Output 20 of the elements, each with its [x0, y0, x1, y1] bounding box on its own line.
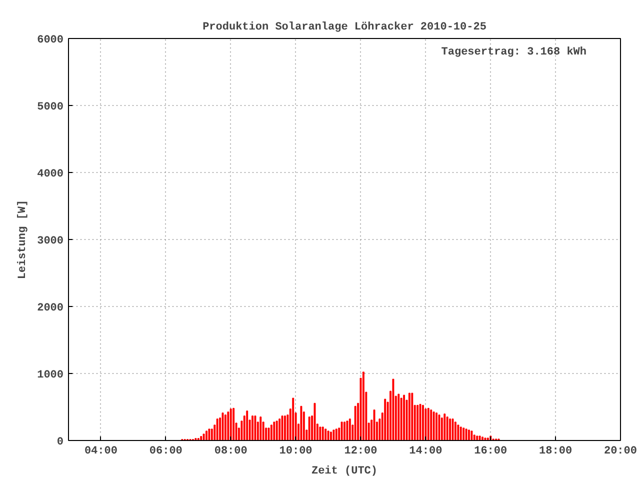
x-tick-label: 06:00	[149, 446, 182, 458]
x-tick-label: 08:00	[214, 446, 248, 458]
y-tick-label: 2000	[37, 302, 64, 314]
y-tick-label: 6000	[37, 34, 64, 46]
y-tick-label: 4000	[37, 168, 64, 180]
x-tick-label: 10:00	[279, 446, 312, 458]
y-tick-label: 3000	[37, 236, 64, 248]
x-tick-label: 12:00	[344, 446, 378, 458]
x-tick-label: 04:00	[84, 446, 118, 458]
chart-title: Produktion Solaranlage Löhracker 2010-10-25	[202, 22, 487, 34]
x-tick-label: 18:00	[539, 446, 572, 458]
x-axis-title: Zeit (UTC)	[311, 466, 378, 478]
y-tick-label: 5000	[37, 102, 64, 114]
x-tick-label: 16:00	[474, 446, 508, 458]
y-tick-label: 1000	[37, 370, 64, 382]
y-tick-label: 0	[56, 436, 64, 448]
x-tick-label: 20:00	[604, 446, 638, 458]
annotation: Tagesertrag: 3.168 kWh	[441, 46, 587, 58]
x-tick-label: 14:00	[409, 446, 442, 458]
y-axis-title: Leistung [W]	[17, 200, 30, 280]
